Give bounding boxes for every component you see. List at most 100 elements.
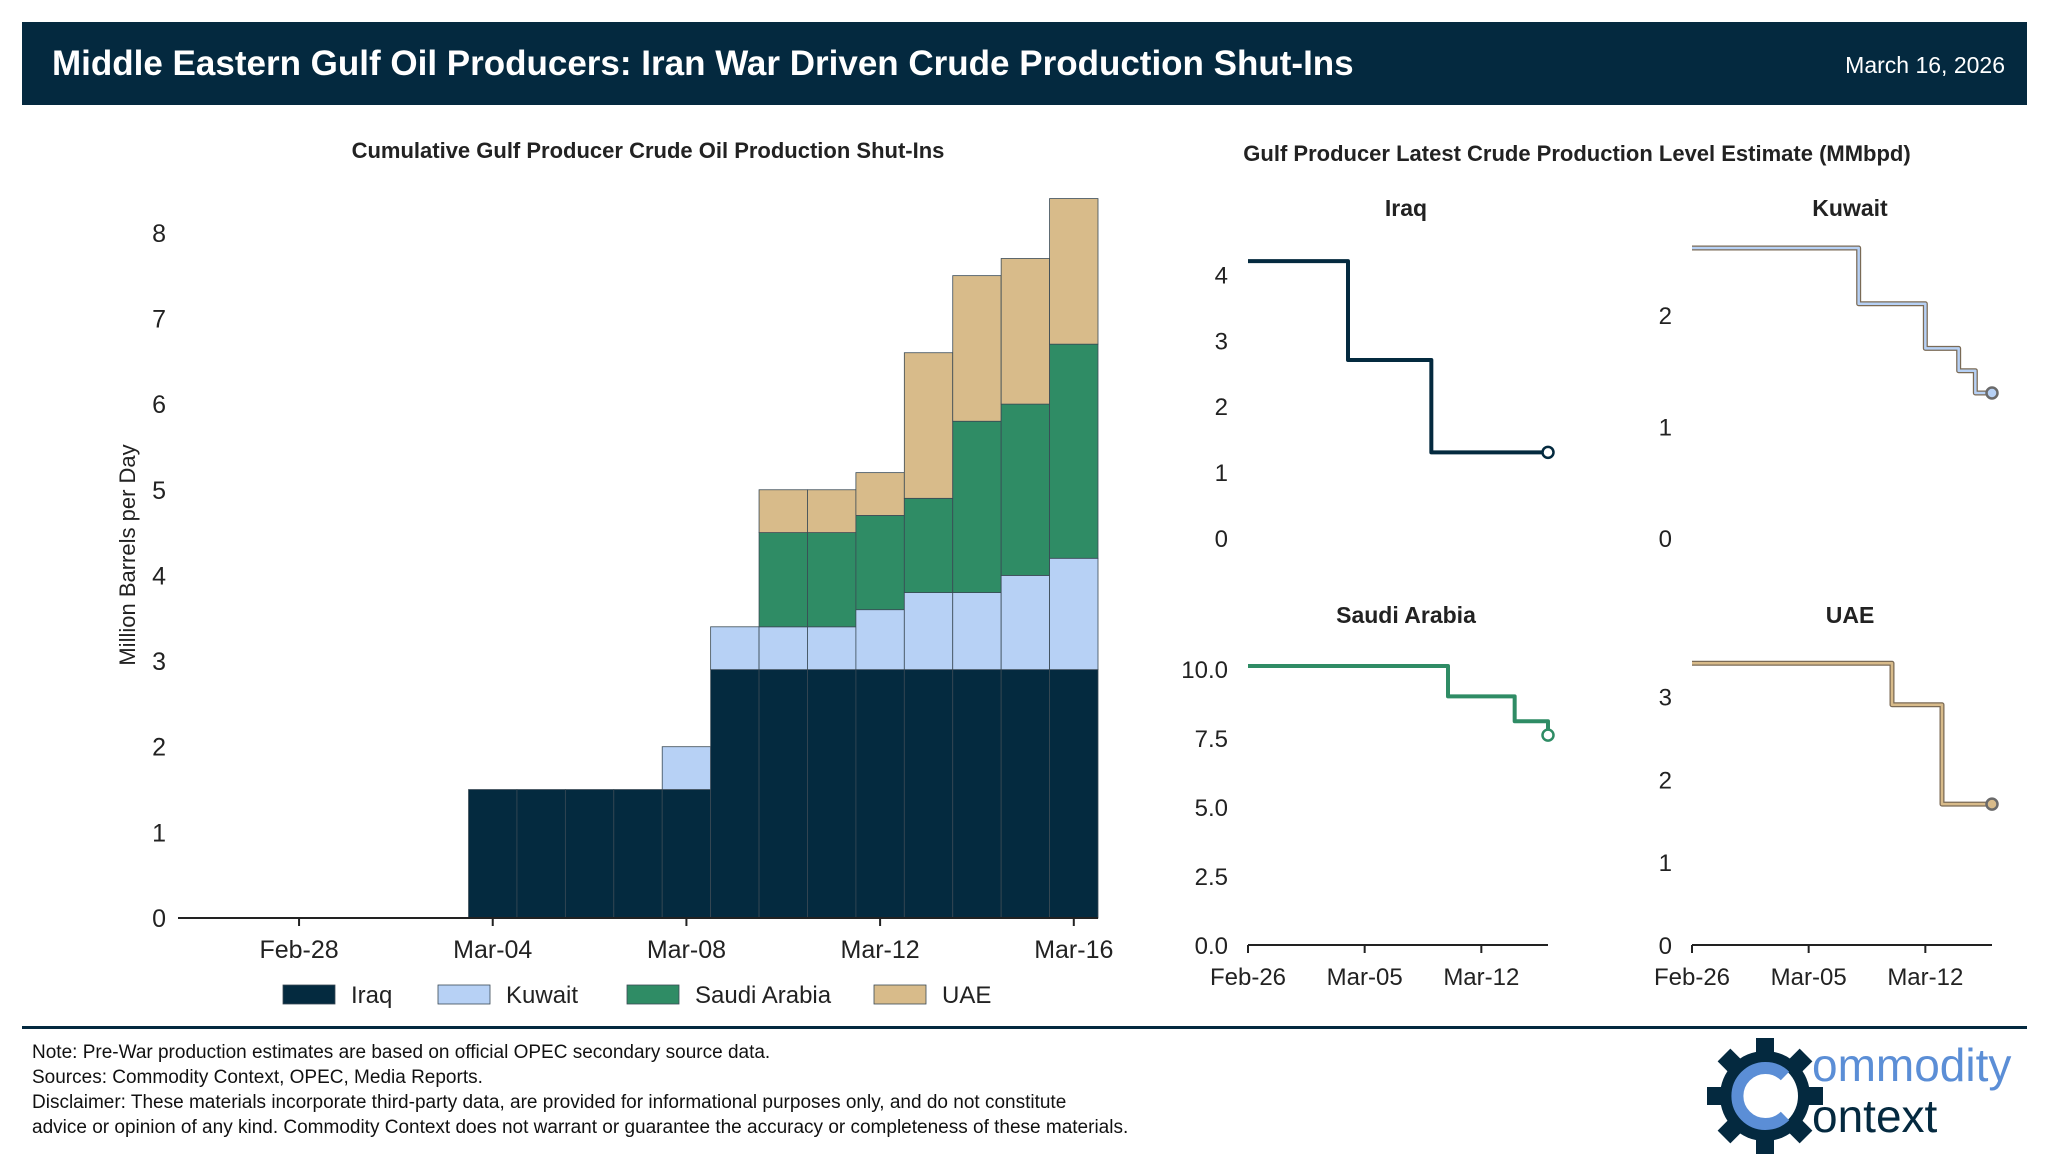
panel-line-outline-kuwait [1692, 245, 1992, 396]
panel-title-saudi-arabia: Saudi Arabia [1336, 602, 1476, 628]
bar-segment-iraq [855, 669, 905, 919]
panel-endpoint-kuwait [1985, 386, 1999, 400]
bar-segment-uae [1000, 258, 1050, 405]
bar-segment-kuwait [758, 626, 808, 671]
y-tick-label: 8 [152, 220, 166, 248]
panel-y-tick-label: 1 [1659, 850, 1672, 877]
bar-segment-uae [807, 489, 857, 533]
bar-segment-iraq [952, 669, 1002, 919]
panel-line-saudi-arabia [1248, 664, 1550, 736]
y-tick-label: 5 [152, 477, 166, 505]
panel-endpoint-uae [1985, 797, 1999, 811]
bar-segment-kuwait [952, 592, 1002, 671]
bar-segment-iraq [564, 789, 615, 919]
legend-label: Kuwait [506, 982, 578, 1009]
bar-segment-iraq [1049, 669, 1099, 919]
legend-label: UAE [942, 982, 991, 1009]
bar-segment-saudi-arabia [952, 420, 1002, 593]
panel-y-tick-label: 0 [1215, 526, 1228, 553]
disclaimer-text-2: advice or opinion of any kind. Commodity… [32, 1117, 1129, 1138]
x-tick-label: Mar-04 [453, 936, 532, 964]
legend-label: Saudi Arabia [695, 982, 832, 1009]
panel-y-tick-label: 0.0 [1195, 933, 1228, 960]
note-text: Note: Pre-War production estimates are b… [32, 1042, 771, 1063]
y-tick-label: 6 [152, 391, 166, 419]
charts-canvas: Cumulative Gulf Producer Crude Oil Produ… [115, 138, 1999, 1009]
report-date: March 16, 2026 [1845, 52, 2005, 78]
disclaimer-text: Disclaimer: These materials incorporate … [32, 1092, 1067, 1113]
bar-segment-iraq [661, 789, 712, 919]
panel-y-tick-label: 4 [1215, 262, 1228, 289]
bar-segment-iraq [758, 669, 808, 919]
panel-y-tick-label: 0 [1659, 933, 1672, 960]
panel-line-outline-uae [1692, 660, 1992, 807]
panel-y-tick-label: 5.0 [1195, 795, 1228, 822]
sources-text: Sources: Commodity Context, OPEC, Media … [32, 1067, 483, 1088]
panel-y-tick-label: 3 [1215, 328, 1228, 355]
bar-segment-saudi-arabia [758, 532, 808, 628]
panel-y-tick-label: 7.5 [1195, 726, 1228, 753]
y-axis-label: Million Barrels per Day [115, 444, 140, 665]
bar-segment-iraq [468, 789, 518, 919]
x-tick-label: Feb-28 [259, 936, 338, 964]
bar-segment-iraq [903, 669, 954, 919]
y-tick-label: 3 [152, 648, 166, 676]
panel-y-tick-label: 1 [1659, 414, 1672, 441]
bar-segment-kuwait [855, 609, 905, 671]
line-panels-title: Gulf Producer Latest Crude Production Le… [1243, 141, 1910, 166]
footer-notes: Note: Pre-War production estimates are b… [32, 1040, 1128, 1140]
bar-segment-kuwait [710, 626, 760, 671]
panel-y-tick-label: 2 [1659, 767, 1672, 794]
y-tick-label: 4 [152, 562, 166, 590]
bar-segment-kuwait [807, 626, 857, 671]
panel-y-tick-label: 2.5 [1195, 864, 1228, 891]
bar-segment-kuwait [661, 746, 712, 790]
panel-y-tick-label: 2 [1659, 303, 1672, 330]
legend-swatch-uae [873, 984, 927, 1005]
panel-line-uae [1692, 662, 1992, 806]
panel-y-tick-label: 1 [1215, 460, 1228, 487]
panel-y-tick-label: 10.0 [1181, 657, 1228, 684]
bar-segment-saudi-arabia [807, 532, 857, 628]
bar-segment-kuwait [1000, 575, 1050, 671]
panel-x-tick-label: Mar-05 [1327, 964, 1403, 991]
bar-segment-uae [855, 472, 905, 516]
page-title: Middle Eastern Gulf Oil Producers: Iran … [52, 44, 1354, 83]
panel-line-kuwait [1692, 246, 1992, 395]
panel-x-tick-label: Mar-12 [1887, 964, 1963, 991]
x-tick-label: Mar-16 [1034, 936, 1113, 964]
panel-x-tick-label: Mar-05 [1771, 964, 1847, 991]
bar-segment-saudi-arabia [903, 497, 954, 593]
panel-x-tick-label: Feb-26 [1210, 964, 1286, 991]
panel-y-tick-label: 3 [1659, 684, 1672, 711]
gear-c-icon [1707, 1038, 1823, 1154]
panel-x-tick-label: Feb-26 [1654, 964, 1730, 991]
bar-segment-iraq [613, 789, 663, 919]
bar-chart-title: Cumulative Gulf Producer Crude Oil Produ… [352, 138, 945, 163]
y-tick-label: 0 [152, 905, 166, 933]
bar-segment-saudi-arabia [1000, 403, 1050, 576]
panel-y-tick-label: 0 [1659, 526, 1672, 553]
legend-swatch-iraq [282, 984, 336, 1005]
bar-segment-saudi-arabia [855, 515, 905, 611]
panel-title-kuwait: Kuwait [1812, 195, 1888, 221]
bar-segment-iraq [1000, 669, 1050, 919]
y-tick-label: 1 [152, 819, 166, 847]
panel-y-tick-label: 2 [1215, 394, 1228, 421]
panel-x-tick-label: Mar-12 [1443, 964, 1519, 991]
panel-title-iraq: Iraq [1385, 195, 1427, 221]
bar-segment-uae [952, 275, 1002, 422]
bar-segment-uae [758, 489, 808, 533]
bar-segment-iraq [807, 669, 857, 919]
panel-endpoint-saudi-arabia [1541, 728, 1555, 742]
bar-segment-kuwait [903, 592, 954, 671]
y-tick-label: 2 [152, 734, 166, 762]
commodity-context-logo: ommodity ontext [1707, 1038, 2011, 1154]
legend-swatch-kuwait [437, 984, 491, 1005]
x-tick-label: Mar-08 [647, 936, 726, 964]
bar-segment-iraq [710, 669, 760, 919]
bar-segment-iraq [516, 789, 566, 919]
panel-endpoint-iraq [1541, 445, 1555, 460]
bar-segment-uae [903, 352, 954, 499]
bar-segment-saudi-arabia [1049, 343, 1099, 559]
